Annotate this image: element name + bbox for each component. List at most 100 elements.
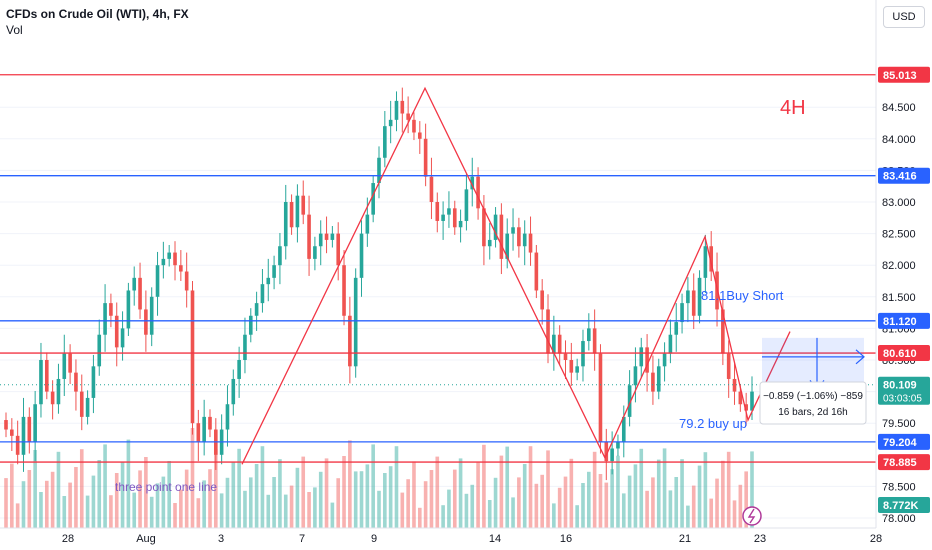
candle xyxy=(33,404,37,443)
volume-bar xyxy=(546,450,550,528)
currency-button[interactable]: USD xyxy=(883,6,925,28)
volume-bar xyxy=(231,462,236,528)
volume-bar xyxy=(651,477,655,528)
candle xyxy=(528,233,533,253)
candle xyxy=(260,284,265,304)
volume-bar xyxy=(260,446,265,528)
price-tick-label: 78.000 xyxy=(882,513,916,525)
volume-bar xyxy=(359,471,364,528)
candle xyxy=(668,334,673,354)
candle xyxy=(330,233,335,240)
volume-bar xyxy=(487,500,492,528)
measure-tooltip: −0.859 (−1.06%) −859 16 bars, 2d 16h xyxy=(759,381,867,425)
volume-bar xyxy=(592,451,597,528)
candle xyxy=(587,328,591,342)
candle xyxy=(97,334,102,367)
candle xyxy=(289,202,294,228)
volume-bar xyxy=(721,460,725,528)
volume-bar xyxy=(243,490,247,528)
candle xyxy=(39,360,43,405)
candle xyxy=(50,391,55,405)
volume-bar xyxy=(639,448,644,528)
volume-bar xyxy=(74,467,78,528)
volume-bar xyxy=(371,444,375,528)
candle xyxy=(109,303,113,316)
volume-bar xyxy=(726,451,731,528)
candle xyxy=(476,176,480,209)
volume-bar xyxy=(656,459,661,528)
volume-bar xyxy=(318,471,323,528)
level-price-label-bg xyxy=(878,454,930,471)
volume-bar xyxy=(517,477,521,528)
volume-bar xyxy=(167,461,171,528)
volume-bar xyxy=(621,493,626,528)
volume-bar xyxy=(138,470,142,528)
candle xyxy=(114,315,119,348)
candle xyxy=(353,277,358,367)
volume-bar xyxy=(56,451,61,528)
candle xyxy=(464,189,469,221)
candle xyxy=(4,420,8,430)
candle xyxy=(557,334,562,354)
candle xyxy=(371,183,375,215)
volume-bar xyxy=(697,465,702,528)
volume-bar xyxy=(190,428,195,528)
candle xyxy=(505,233,510,259)
candle xyxy=(103,303,107,335)
time-tick-label: 28 xyxy=(870,533,882,545)
chart-header: CFDs on Crude Oil (WTI), 4h, FX Vol xyxy=(6,6,189,38)
candle xyxy=(656,366,661,392)
volume-bar xyxy=(91,475,96,528)
candle xyxy=(208,416,212,430)
candle xyxy=(301,195,306,215)
candle xyxy=(161,258,166,266)
volume-bar xyxy=(435,456,440,528)
time-tick-label: 14 xyxy=(489,533,501,545)
volume-bar xyxy=(744,471,748,528)
candle xyxy=(348,315,352,367)
measure-tooltip-change: −0.859 (−1.06%) −859 xyxy=(763,391,863,402)
volume-bar xyxy=(324,458,329,528)
candle xyxy=(726,353,731,379)
lightning-icon[interactable] xyxy=(742,506,762,526)
chart-title: CFDs on Crude Oil (WTI), 4h, FX xyxy=(6,7,189,21)
volume-bar xyxy=(604,482,609,528)
candle xyxy=(79,391,84,417)
volume-bar xyxy=(196,498,201,528)
time-tick-label: 21 xyxy=(679,533,691,545)
candle xyxy=(610,448,614,462)
volume-bar xyxy=(557,487,562,528)
candle xyxy=(388,119,393,127)
volume-bar xyxy=(464,493,469,528)
volume-bar xyxy=(15,503,20,528)
volume-bar xyxy=(313,487,317,528)
volume-bar xyxy=(412,461,416,528)
volume-bar xyxy=(114,473,119,528)
candle xyxy=(68,353,72,373)
candle xyxy=(307,214,311,259)
candle xyxy=(196,423,201,443)
candle xyxy=(616,442,620,449)
candle xyxy=(184,271,189,291)
candle xyxy=(627,385,632,417)
candle xyxy=(248,315,253,335)
volume-bar xyxy=(627,475,632,528)
candle xyxy=(155,265,160,297)
candle xyxy=(470,176,475,190)
timeframe-label: 4H xyxy=(780,97,806,119)
candle xyxy=(511,227,515,234)
volume-bar xyxy=(732,500,737,528)
volume-bar xyxy=(248,477,253,528)
volume-bar xyxy=(365,464,370,528)
candle xyxy=(412,119,416,133)
candle xyxy=(313,246,317,259)
volume-bar xyxy=(289,485,294,528)
candle xyxy=(231,378,236,405)
candle xyxy=(441,214,445,221)
volume-bar xyxy=(202,480,206,528)
candle xyxy=(21,416,26,455)
volume-bar xyxy=(330,502,335,528)
time-tick-label: 3 xyxy=(218,533,224,545)
volume-bar xyxy=(505,446,510,528)
